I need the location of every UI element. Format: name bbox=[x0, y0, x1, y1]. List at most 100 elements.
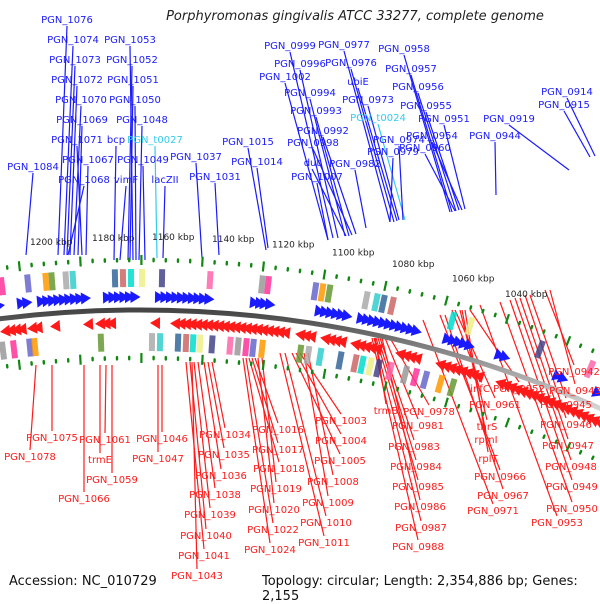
cog-category-box bbox=[258, 340, 266, 359]
cog-category-box bbox=[304, 346, 313, 365]
cog-category-box bbox=[387, 296, 397, 315]
minor-tick bbox=[592, 350, 593, 352]
forward-gene-arrow bbox=[81, 292, 92, 304]
gene-label-reverse: PGN_0950 bbox=[546, 504, 598, 515]
forward-gene-arrow bbox=[0, 299, 6, 312]
gene-label-reverse: PGN_1016 bbox=[252, 425, 304, 436]
minor-tick bbox=[409, 391, 410, 393]
gene-label-reverse: PGN_0949 bbox=[546, 482, 598, 493]
gene-label-reverse: PGN_0987 bbox=[395, 523, 447, 534]
leader-line bbox=[355, 170, 366, 228]
forward-gene-arrow bbox=[265, 298, 276, 311]
major-tick bbox=[445, 296, 448, 306]
gene-label-forward: PGN_0957 bbox=[385, 64, 437, 75]
cog-category-box bbox=[206, 271, 213, 289]
major-tick bbox=[445, 398, 448, 408]
gene-label-reverse: PGN_1043 bbox=[171, 571, 223, 582]
gene-label-forward: PGN_0914 bbox=[541, 87, 593, 98]
gene-label-reverse: infC bbox=[470, 384, 490, 395]
cog-category-box bbox=[10, 340, 18, 359]
cog-category-box bbox=[226, 336, 233, 354]
gene-label-reverse: PGN_0983 bbox=[388, 442, 440, 453]
gene-label-reverse: PGN_0984 bbox=[390, 462, 442, 473]
gene-label-reverse: PGN_0948 bbox=[545, 462, 597, 473]
gene-label-forward: lacZII bbox=[151, 175, 178, 186]
gene-label-reverse: PGN_0985 bbox=[392, 482, 444, 493]
gene-label-forward: PGN_0994 bbox=[284, 88, 336, 99]
gene-label-forward: PGN_t0027 bbox=[127, 135, 183, 146]
cog-category-box bbox=[24, 274, 32, 292]
gene-label-forward: PGN_1002 bbox=[259, 72, 311, 83]
gene-label-reverse: PGN_1005 bbox=[314, 456, 366, 467]
scale-label: 1120 kbp bbox=[272, 240, 315, 250]
accession-label: Accession: NC_010729 bbox=[9, 574, 157, 589]
gene-label-reverse: PGN_0945 bbox=[540, 400, 592, 411]
gene-label-reverse: PGN_0981 bbox=[392, 421, 444, 432]
gene-label-reverse: PGN_1024 bbox=[244, 545, 296, 556]
gene-label-forward: PGN_0919 bbox=[483, 114, 535, 125]
gene-label-forward: PGN_0956 bbox=[392, 82, 444, 93]
cog-category-box bbox=[361, 291, 370, 310]
cog-category-box bbox=[112, 269, 118, 287]
gene-label-reverse: rplT bbox=[478, 454, 498, 465]
major-tick bbox=[263, 360, 264, 370]
cog-category-box bbox=[197, 334, 204, 352]
scale-label: 1080 kbp bbox=[392, 260, 435, 270]
gene-label-forward: PGN_0958 bbox=[378, 44, 430, 55]
gene-label-reverse: PGN_0946 bbox=[540, 420, 592, 431]
scale-label: 1200 kbp bbox=[30, 238, 73, 248]
scale-label: 1180 kbp bbox=[92, 234, 135, 244]
gene-label-reverse: PGN_1039 bbox=[184, 510, 236, 521]
leader-line bbox=[139, 126, 142, 260]
gene-label-forward: PGN_1084 bbox=[7, 162, 59, 173]
gene-label-forward: PGN_1070 bbox=[55, 95, 107, 106]
leader-line bbox=[105, 365, 106, 433]
major-tick bbox=[324, 369, 326, 379]
cog-category-box bbox=[296, 344, 305, 363]
gene-label-reverse: PGN_1035 bbox=[198, 450, 250, 461]
gene-label-reverse: PGN_1034 bbox=[199, 430, 251, 441]
minor-tick bbox=[556, 335, 557, 337]
cog-category-box bbox=[400, 365, 410, 384]
minor-tick bbox=[531, 326, 532, 328]
minor-tick bbox=[397, 287, 398, 289]
scale-label: 1140 kbp bbox=[212, 235, 255, 245]
minor-tick bbox=[495, 417, 496, 419]
cog-category-box bbox=[157, 333, 163, 351]
gene-label-reverse: PGN_1017 bbox=[252, 445, 304, 456]
minor-tick bbox=[483, 413, 484, 415]
gene-label-forward: PGN_1073 bbox=[49, 55, 101, 66]
scale-label: 1100 kbp bbox=[332, 249, 375, 259]
gene-label-forward: PGN_1067 bbox=[62, 155, 114, 166]
gene-label-forward: bcp bbox=[107, 135, 125, 146]
leader-line bbox=[120, 186, 126, 260]
cog-category-box bbox=[190, 334, 197, 352]
cog-category-box bbox=[175, 334, 182, 352]
minor-tick bbox=[531, 431, 532, 433]
forward-gene-arrow bbox=[341, 309, 353, 323]
gene-label-forward: PGN_1069 bbox=[56, 115, 108, 126]
gene-label-forward: dut bbox=[304, 158, 321, 169]
gene-label-reverse: PGN_0988 bbox=[392, 542, 444, 553]
cog-category-box bbox=[208, 335, 215, 353]
major-tick bbox=[384, 381, 386, 391]
cog-category-box bbox=[435, 374, 446, 393]
cog-category-box bbox=[139, 269, 145, 287]
cog-category-box bbox=[149, 333, 155, 351]
leader-line bbox=[163, 186, 165, 258]
leader-line bbox=[495, 142, 496, 195]
gene-label-forward: PGN_1074 bbox=[47, 35, 99, 46]
cog-category-box bbox=[410, 368, 420, 387]
gene-label-forward: PGN_1015 bbox=[222, 137, 274, 148]
forward-gene-arrow bbox=[130, 291, 140, 303]
gene-label-reverse: rpmI bbox=[474, 435, 497, 446]
gene-label-reverse: PGN_1038 bbox=[189, 490, 241, 501]
cog-category-box bbox=[316, 348, 325, 367]
gene-label-forward: PGN_1050 bbox=[109, 95, 161, 106]
major-tick bbox=[384, 281, 386, 291]
cog-category-box bbox=[335, 351, 344, 370]
gene-label-reverse: PGN_1011 bbox=[298, 538, 350, 549]
major-tick bbox=[80, 257, 81, 267]
